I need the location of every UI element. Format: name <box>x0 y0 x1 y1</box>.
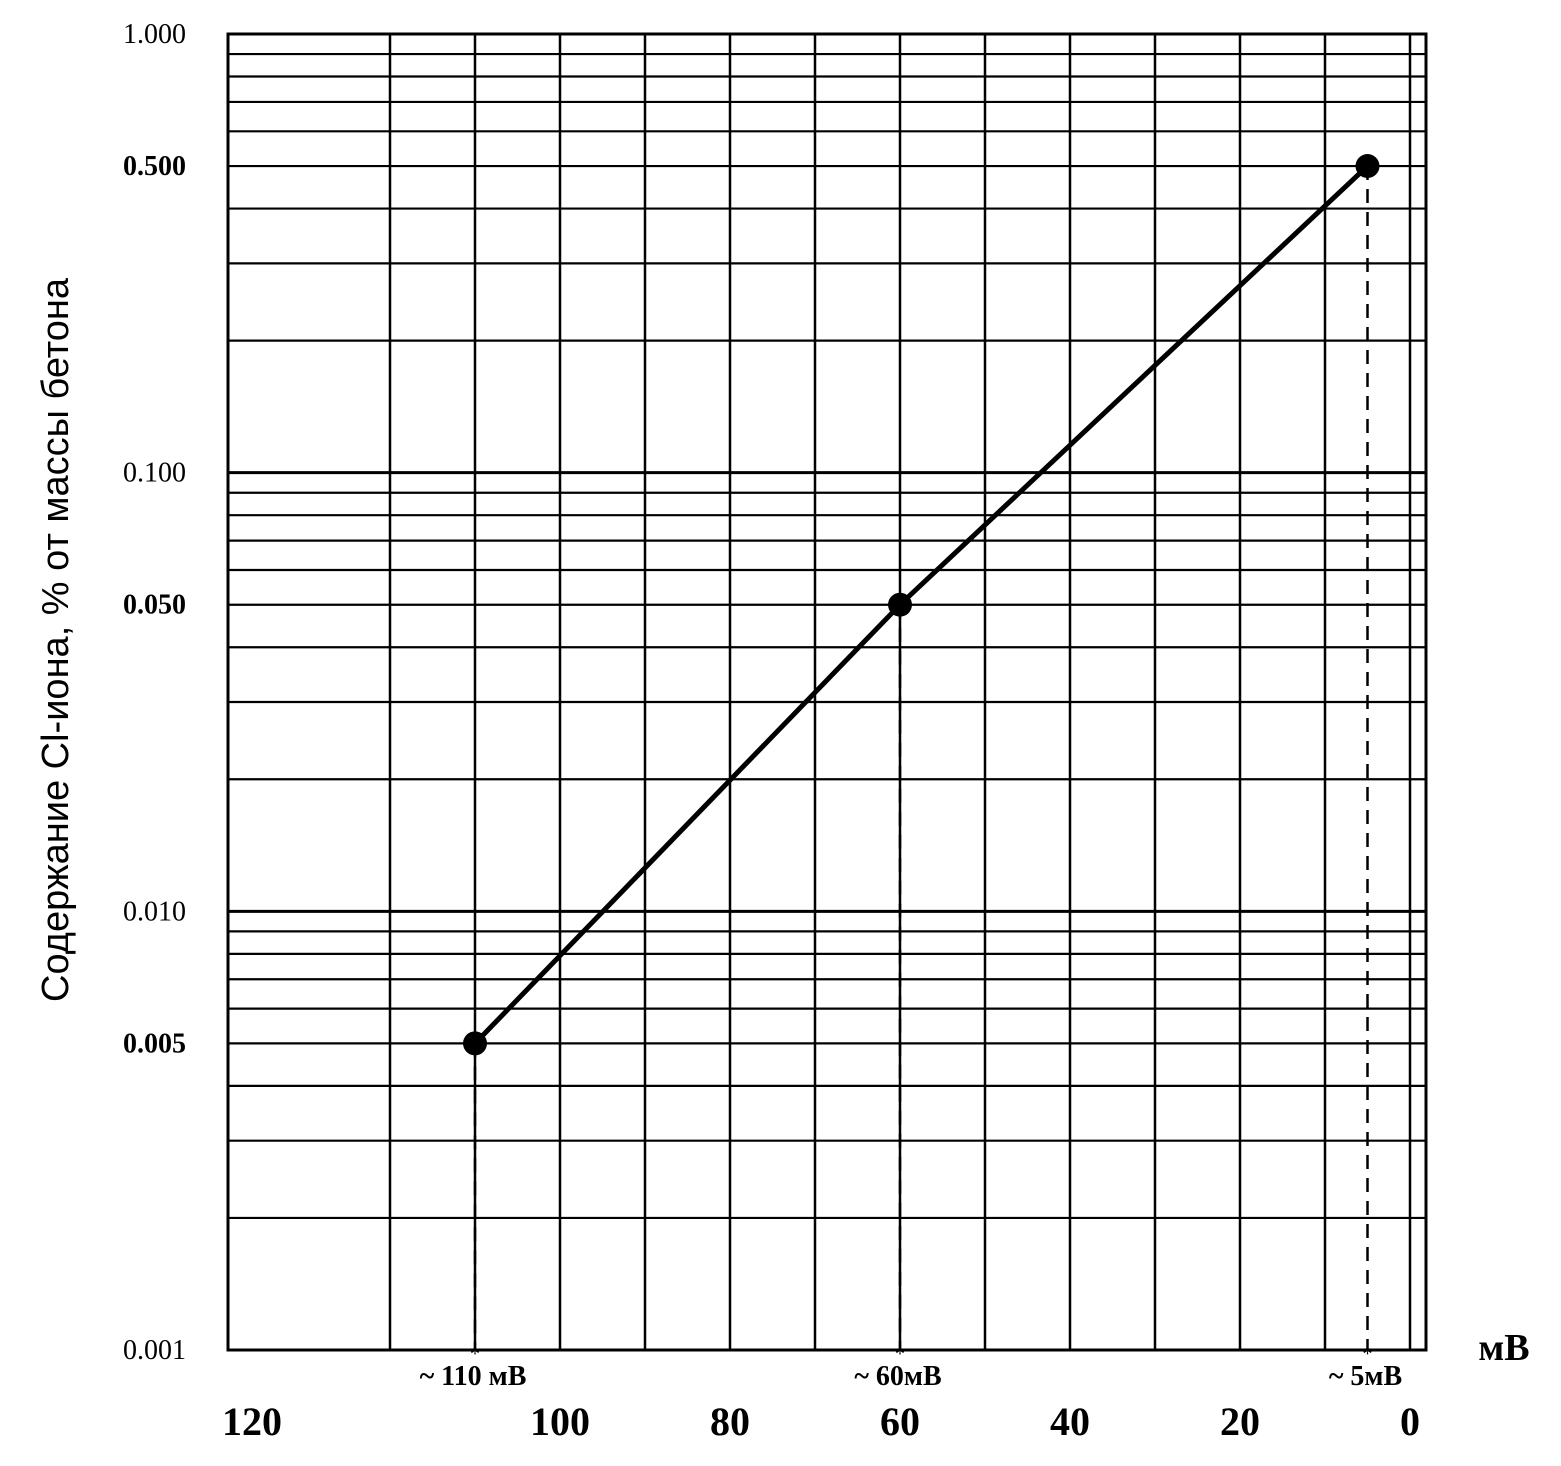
plot-frame <box>226 32 1428 1352</box>
y-tick-label: 0.100 <box>123 458 186 489</box>
annotations: ~ 110 мВ ~ 60мВ ~ 5мВ <box>420 1361 1403 1392</box>
x-value-annotation: ~ 5мВ <box>1329 1361 1402 1392</box>
x-tick-label: 60 <box>880 1399 920 1444</box>
y-tick-label: 0.005 <box>123 1028 186 1059</box>
y-tick-label: 0.001 <box>123 1335 186 1366</box>
y-tick-label: 1.000 <box>123 19 186 50</box>
guide-tick-mark: * <box>895 1343 905 1365</box>
guide-tick-mark: * <box>1363 1343 1373 1365</box>
x-axis-label: мВ <box>1478 1327 1529 1369</box>
x-value-annotation: ~ 60мВ <box>854 1361 941 1392</box>
x-tick-labels: 120 100 80 60 40 20 0 <box>222 1399 1420 1444</box>
guide-tick-mark: * <box>470 1343 480 1365</box>
data-point <box>1355 154 1380 179</box>
data-point <box>463 1031 487 1056</box>
x-tick-label: 40 <box>1050 1399 1090 1444</box>
y-tick-label: 0.500 <box>123 151 186 182</box>
grid <box>226 32 1428 1352</box>
x-tick-label: 120 <box>222 1399 282 1444</box>
data-point <box>888 592 912 617</box>
x-tick-label: 100 <box>530 1399 590 1444</box>
y-tick-label: 0.010 <box>123 896 186 927</box>
y-axis-label: Содержание Cl-иона, % от массы бетона <box>35 277 77 1002</box>
y-tick-label: 0.050 <box>123 590 186 621</box>
guide-lines: * * * <box>470 166 1373 1365</box>
series <box>463 154 1380 1056</box>
x-tick-label: 80 <box>710 1399 750 1444</box>
x-tick-label: 0 <box>1400 1399 1420 1444</box>
x-value-annotation: ~ 110 мВ <box>420 1361 527 1392</box>
y-tick-labels: 1.000 0.500 0.100 0.050 0.010 0.005 0.001 <box>123 19 186 1366</box>
x-tick-label: 20 <box>1220 1399 1260 1444</box>
